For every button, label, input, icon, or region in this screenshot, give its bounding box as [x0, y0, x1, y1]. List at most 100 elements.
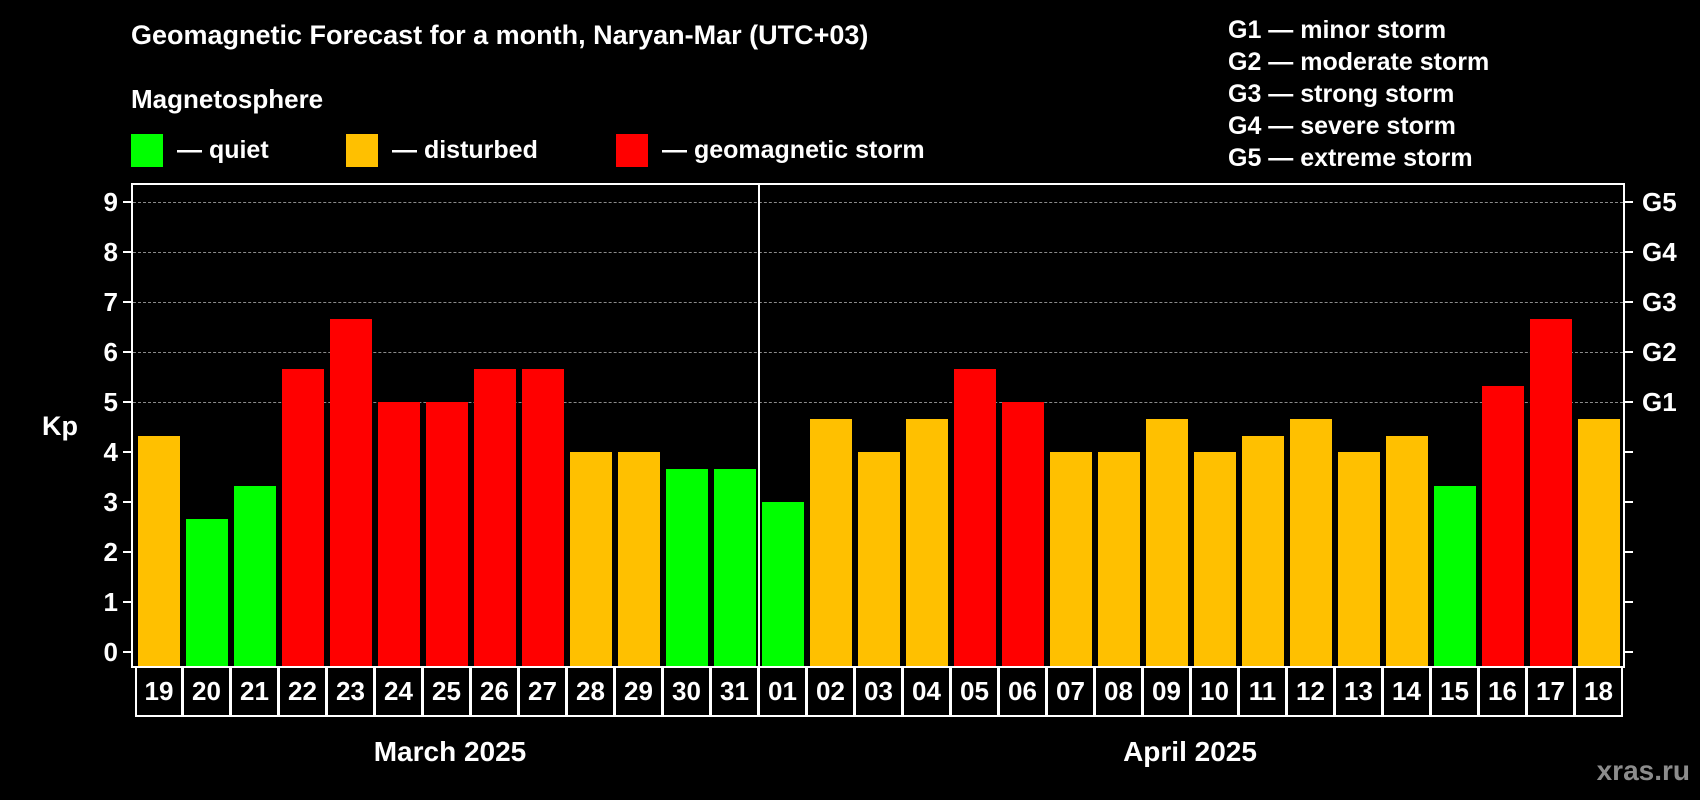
- g-tick-label: G1: [1642, 387, 1677, 417]
- bar-19: [138, 435, 180, 666]
- gridline: [133, 352, 1623, 353]
- bar-10: [1194, 452, 1236, 666]
- bar-11: [1242, 435, 1284, 666]
- bar-13: [1338, 452, 1380, 666]
- legend-label: — geomagnetic storm: [662, 135, 925, 164]
- day-label: 29: [614, 668, 663, 717]
- day-label: 02: [806, 668, 855, 717]
- bar-07: [1050, 452, 1092, 666]
- bar-27: [522, 368, 564, 666]
- gridline: [133, 202, 1623, 203]
- y-tick-label: 4: [103, 437, 118, 467]
- day-label: 10: [1190, 668, 1239, 717]
- y-tick: [123, 651, 131, 653]
- day-label: 09: [1142, 668, 1191, 717]
- y-tick-label: 0: [103, 637, 118, 667]
- day-label: 21: [230, 668, 279, 717]
- day-label: 12: [1286, 668, 1335, 717]
- chart-title: Geomagnetic Forecast for a month, Naryan…: [131, 20, 869, 50]
- day-label: 07: [1046, 668, 1095, 717]
- y-tick-right: [1625, 351, 1633, 353]
- y-tick: [123, 301, 131, 303]
- y-tick-label: 5: [103, 387, 118, 417]
- bar-24: [378, 402, 420, 666]
- bar-08: [1098, 452, 1140, 666]
- g-tick-label: G5: [1642, 187, 1677, 217]
- day-label: 01: [758, 668, 807, 717]
- y-axis-title: Kp: [42, 411, 78, 441]
- y-tick-label: 7: [103, 287, 118, 317]
- bar-12: [1290, 418, 1332, 666]
- day-label: 14: [1382, 668, 1431, 717]
- legend-item-storm: — geomagnetic storm: [616, 133, 925, 167]
- y-tick-label: 6: [103, 337, 118, 367]
- day-label: 06: [998, 668, 1047, 717]
- day-label: 05: [950, 668, 999, 717]
- bar-28: [570, 452, 612, 666]
- y-tick: [123, 351, 131, 353]
- y-tick: [123, 401, 131, 403]
- disturbed-swatch-icon: [346, 133, 378, 167]
- y-tick-right: [1625, 501, 1633, 503]
- bar-21: [234, 485, 276, 666]
- y-tick-right: [1625, 301, 1633, 303]
- watermark: xras.ru: [1596, 755, 1690, 786]
- day-label: 13: [1334, 668, 1383, 717]
- gridline: [133, 252, 1623, 253]
- day-label: 18: [1574, 668, 1623, 717]
- day-label: 25: [422, 668, 471, 717]
- y-tick: [123, 201, 131, 203]
- y-tick-label: 3: [103, 487, 118, 517]
- legend-label: — quiet: [177, 135, 269, 164]
- gridline: [133, 402, 1623, 403]
- y-tick-right: [1625, 651, 1633, 653]
- y-tick-right: [1625, 251, 1633, 253]
- bar-31: [714, 468, 756, 666]
- y-tick: [123, 551, 131, 553]
- plot-frame: [131, 183, 1625, 668]
- bar-06: [1002, 402, 1044, 666]
- y-tick-label: 1: [103, 587, 118, 617]
- day-label: 17: [1526, 668, 1575, 717]
- g-tick-label: G4: [1642, 237, 1677, 267]
- day-label: 08: [1094, 668, 1143, 717]
- y-tick: [123, 251, 131, 253]
- day-label: 19: [135, 668, 183, 717]
- bar-26: [474, 368, 516, 666]
- bar-01: [762, 502, 804, 666]
- day-label: 24: [374, 668, 423, 717]
- g-scale-legend: G1 — minor storm G2 — moderate storm G3 …: [1228, 14, 1489, 174]
- legend-heading: Magnetosphere: [131, 84, 324, 114]
- y-tick: [123, 451, 131, 453]
- g-tick-label: G2: [1642, 337, 1677, 367]
- y-tick-right: [1625, 201, 1633, 203]
- legend-item-disturbed: — disturbed: [346, 133, 538, 167]
- g-legend-item: G2 — moderate storm: [1228, 48, 1490, 76]
- g-legend-item: G5 — extreme storm: [1228, 144, 1473, 172]
- bar-02: [810, 418, 852, 666]
- y-tick: [123, 601, 131, 603]
- y-tick-label: 8: [103, 237, 118, 267]
- gridline: [133, 302, 1623, 303]
- bar-23: [330, 318, 372, 666]
- storm-swatch-icon: [616, 133, 648, 167]
- y-tick-right: [1625, 451, 1633, 453]
- bar-30: [666, 468, 708, 666]
- bar-22: [282, 368, 324, 666]
- y-tick-right: [1625, 551, 1633, 553]
- bar-20: [186, 518, 228, 666]
- g-tick-label: G3: [1642, 287, 1677, 317]
- bar-04: [906, 418, 948, 666]
- y-tick-right: [1625, 601, 1633, 603]
- month-divider: [758, 183, 760, 668]
- bar-29: [618, 452, 660, 666]
- g-legend-item: G1 — minor storm: [1228, 16, 1447, 44]
- day-label: 15: [1430, 668, 1479, 717]
- legend-item-quiet: — quiet: [131, 133, 269, 167]
- day-label: 16: [1478, 668, 1527, 717]
- day-label: 11: [1238, 668, 1287, 717]
- bar-14: [1386, 435, 1428, 666]
- day-label: 22: [278, 668, 327, 717]
- day-label: 26: [470, 668, 519, 717]
- bar-09: [1146, 418, 1188, 666]
